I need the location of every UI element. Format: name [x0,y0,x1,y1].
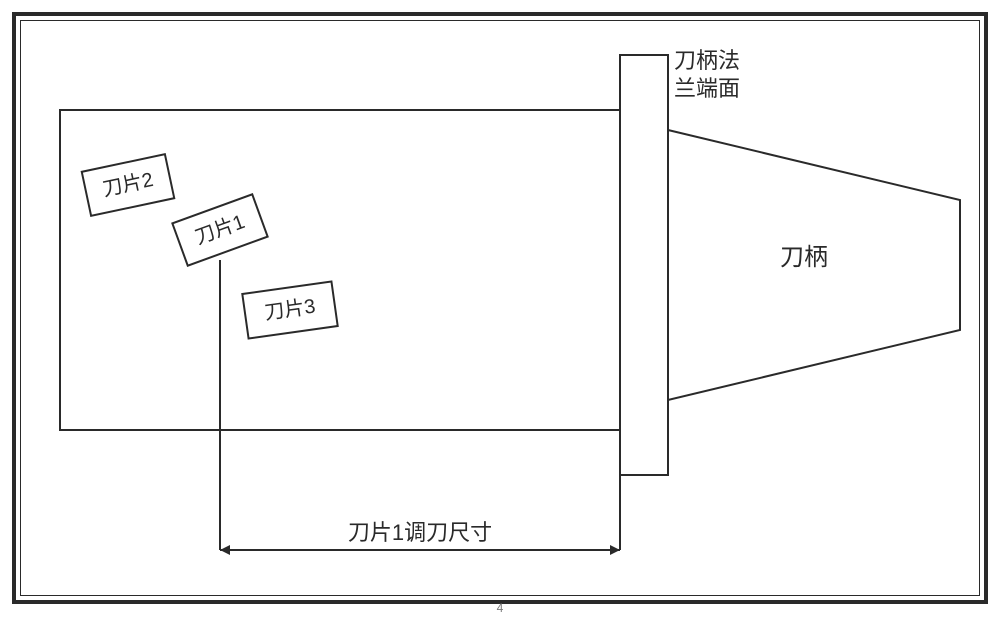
insert-3-label: 刀片3 [263,295,317,325]
insert-1: 刀片1 [172,194,267,265]
flange-face-label-1: 刀柄法 [674,48,740,73]
footer-page-mark: 4 [497,601,504,615]
dim-label: 刀片1调刀尺寸 [348,520,492,545]
dim-arrow-right [610,545,620,555]
insert-2: 刀片2 [82,154,174,216]
flange-rect [620,55,668,475]
dim-arrow-left [220,545,230,555]
insert-2-label: 刀片2 [101,168,156,201]
insert-1-label: 刀片1 [192,210,248,249]
flange-face-label-2: 兰端面 [674,76,740,101]
diagram-canvas: 刀片2 刀片1 刀片3 刀片1调刀尺寸 刀柄 刀柄法兰端面 4 [0,0,1000,620]
insert-3: 刀片3 [242,281,337,338]
handle-label: 刀柄 [780,244,828,271]
